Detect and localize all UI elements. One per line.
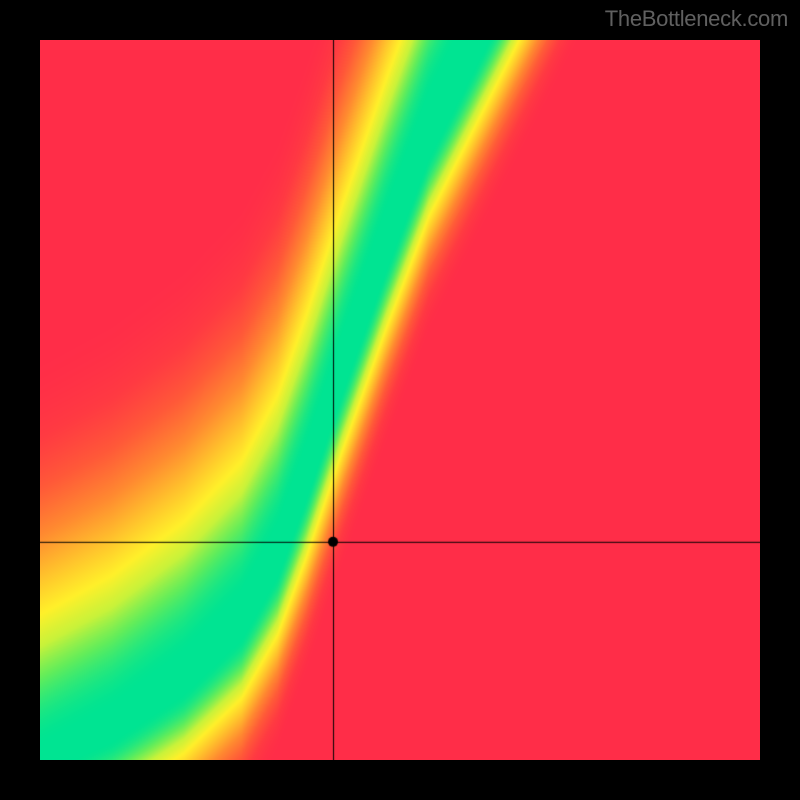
bottleneck-heatmap	[40, 40, 760, 760]
watermark-text: TheBottleneck.com	[605, 6, 788, 32]
heatmap-canvas	[40, 40, 760, 760]
chart-container: TheBottleneck.com	[0, 0, 800, 800]
